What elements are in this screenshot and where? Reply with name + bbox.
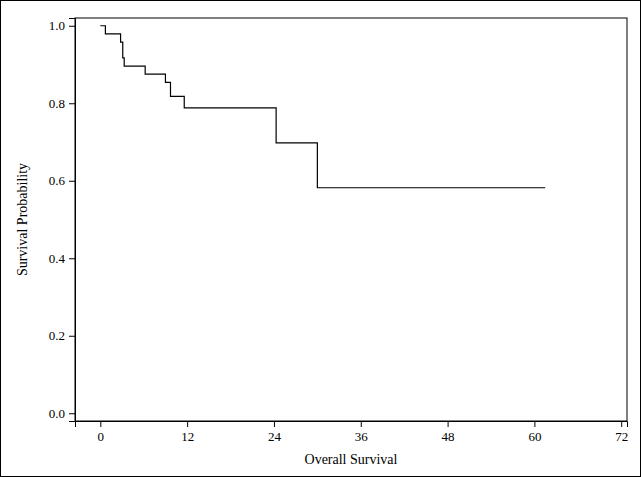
x-tick: 12 — [181, 421, 194, 444]
x-tick: 24 — [268, 421, 282, 444]
y-axis-line — [69, 19, 76, 422]
y-tick-label: 1.0 — [49, 18, 65, 33]
outer-border — [1, 1, 641, 477]
y-tick-mark — [69, 413, 75, 414]
x-tick-label: 24 — [268, 429, 282, 444]
y-tick: 1.0 — [49, 18, 75, 33]
y-tick-mark — [69, 26, 75, 27]
y-axis: 0.0 0.2 0.4 0.6 0.8 1.0 — [49, 18, 76, 421]
x-tick: 72 — [615, 421, 628, 444]
x-tick-mark — [621, 421, 622, 427]
y-tick-label: 0.6 — [49, 173, 66, 188]
survival-curve — [100, 26, 545, 188]
x-tick-mark — [274, 421, 275, 427]
x-tick-mark — [361, 421, 362, 427]
y-tick-mark — [69, 258, 75, 259]
x-tick-label: 48 — [442, 429, 455, 444]
y-tick: 0.8 — [49, 96, 75, 111]
x-axis-line — [76, 422, 628, 428]
x-tick: 0 — [98, 421, 105, 444]
plot-frame — [75, 18, 627, 421]
y-tick: 0.0 — [49, 406, 75, 421]
x-tick-label: 72 — [615, 429, 628, 444]
y-tick-label: 0.8 — [49, 96, 65, 111]
y-tick-mark — [69, 336, 75, 337]
x-tick-label: 0 — [98, 429, 105, 444]
plot-area — [100, 26, 545, 188]
y-tick: 0.4 — [49, 251, 75, 266]
y-tick-label: 0.2 — [49, 328, 65, 343]
x-tick: 48 — [442, 421, 455, 444]
x-tick-label: 60 — [528, 429, 541, 444]
y-tick-mark — [69, 181, 75, 182]
x-axis: 0 12 24 36 48 60 72 — [76, 421, 629, 444]
chart: 0 12 24 36 48 60 72 0.0 0.2 0.4 0.6 0.8 1.0 Overall S… — [0, 0, 641, 477]
x-tick-mark — [100, 421, 101, 427]
y-tick-label: 0.4 — [49, 251, 66, 266]
x-tick: 36 — [355, 421, 369, 444]
x-tick-mark — [187, 421, 188, 427]
x-tick-mark — [448, 421, 449, 427]
y-tick-mark — [69, 103, 75, 104]
y-tick: 0.6 — [49, 173, 75, 188]
x-tick-mark — [534, 421, 535, 427]
x-tick-label: 12 — [181, 429, 194, 444]
y-tick-label: 0.0 — [49, 406, 65, 421]
y-axis-title: Survival Probability — [15, 163, 30, 276]
y-tick: 0.2 — [49, 328, 75, 343]
x-tick: 60 — [528, 421, 541, 444]
x-axis-title: Overall Survival — [305, 452, 398, 467]
x-tick-label: 36 — [355, 429, 369, 444]
